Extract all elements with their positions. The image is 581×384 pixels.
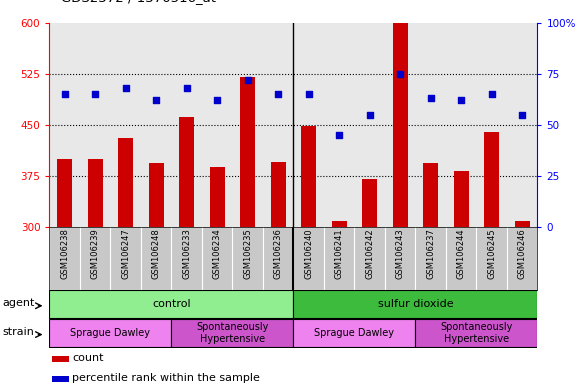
Bar	[52, 356, 69, 362]
Bar	[362, 179, 377, 227]
Text: GSM106240: GSM106240	[304, 228, 313, 279]
Bar	[57, 159, 72, 227]
Point	[335, 132, 344, 138]
Text: percentile rank within the sample: percentile rank within the sample	[72, 373, 260, 383]
Text: sulfur dioxide: sulfur dioxide	[378, 299, 453, 310]
Bar	[240, 77, 255, 227]
Point	[396, 71, 405, 77]
Point	[243, 77, 252, 83]
Text: agent: agent	[2, 298, 35, 308]
Text: GSM106236: GSM106236	[274, 228, 282, 279]
Bar	[515, 221, 530, 227]
Text: GSM106237: GSM106237	[426, 228, 435, 279]
Point	[518, 111, 527, 118]
Text: GSM106238: GSM106238	[60, 228, 69, 279]
Text: GSM106234: GSM106234	[213, 228, 221, 279]
Text: GSM106241: GSM106241	[335, 228, 343, 279]
Text: GSM106247: GSM106247	[121, 228, 130, 279]
Bar	[423, 164, 438, 227]
Bar	[271, 162, 286, 227]
Bar	[171, 319, 293, 347]
Point	[121, 85, 130, 91]
Text: strain: strain	[2, 327, 34, 337]
Text: count: count	[72, 353, 104, 363]
Text: GSM106243: GSM106243	[396, 228, 404, 279]
Bar	[484, 132, 499, 227]
Text: GSM106239: GSM106239	[91, 228, 99, 279]
Text: GSM106245: GSM106245	[487, 228, 496, 279]
Text: Sprague Dawley: Sprague Dawley	[70, 328, 150, 338]
Text: GSM106248: GSM106248	[152, 228, 160, 279]
Text: Sprague Dawley: Sprague Dawley	[314, 328, 394, 338]
Bar	[301, 126, 316, 227]
Point	[274, 91, 283, 98]
Bar	[179, 117, 194, 227]
Point	[457, 97, 466, 103]
Bar	[210, 167, 225, 227]
Point	[365, 111, 374, 118]
Point	[152, 97, 161, 103]
Text: Spontaneously
Hypertensive: Spontaneously Hypertensive	[440, 322, 512, 344]
Bar	[393, 23, 408, 227]
Text: control: control	[152, 299, 191, 310]
Point	[60, 91, 69, 98]
Text: Spontaneously
Hypertensive: Spontaneously Hypertensive	[196, 322, 268, 344]
Bar	[293, 291, 537, 318]
Text: GSM106246: GSM106246	[518, 228, 526, 279]
Bar	[293, 319, 415, 347]
Point	[213, 97, 222, 103]
Bar	[332, 221, 347, 227]
Text: GDS2372 / 1370516_at: GDS2372 / 1370516_at	[61, 0, 216, 4]
Point	[487, 91, 496, 98]
Bar	[49, 319, 171, 347]
Text: GSM106244: GSM106244	[457, 228, 465, 279]
Point	[91, 91, 100, 98]
Bar	[118, 138, 133, 227]
Bar	[149, 164, 164, 227]
Point	[426, 95, 435, 101]
Point	[304, 91, 313, 98]
Bar	[49, 291, 293, 318]
Text: GSM106235: GSM106235	[243, 228, 252, 279]
Point	[182, 85, 191, 91]
Bar	[415, 319, 537, 347]
Bar	[52, 376, 69, 382]
Bar	[88, 159, 103, 227]
Text: GSM106233: GSM106233	[182, 228, 191, 279]
Text: GSM106242: GSM106242	[365, 228, 374, 279]
Bar	[454, 171, 469, 227]
